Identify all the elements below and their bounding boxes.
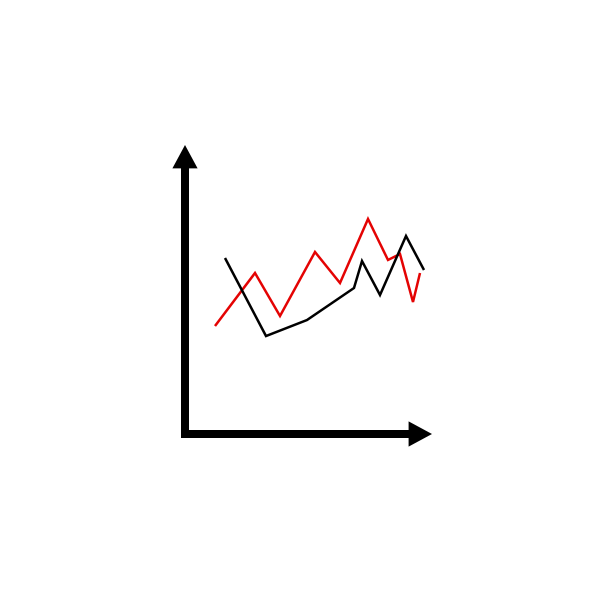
line-chart-icon	[0, 0, 600, 600]
chart-axes	[172, 145, 432, 447]
x-axis-arrowhead-icon	[409, 421, 432, 446]
chart-svg	[0, 0, 600, 600]
y-axis-arrowhead-icon	[172, 145, 197, 168]
chart-series	[215, 219, 424, 336]
black-line	[225, 236, 424, 336]
